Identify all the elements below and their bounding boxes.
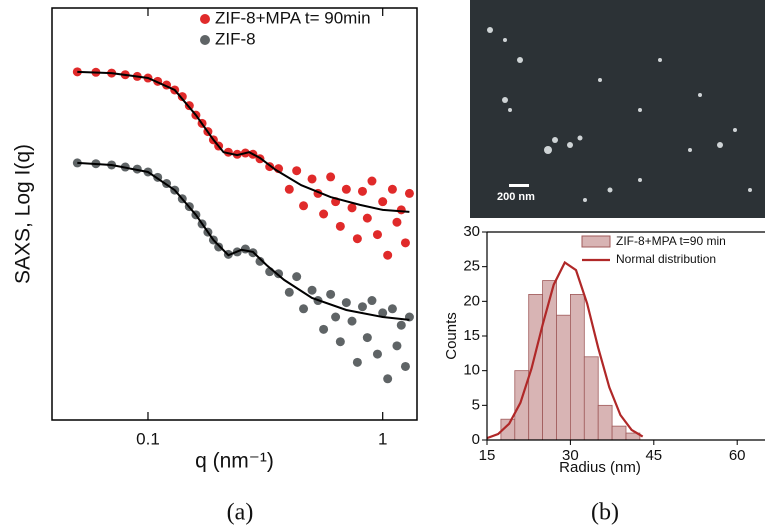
x-tick-label: 1 xyxy=(378,429,387,448)
plot-frame xyxy=(51,7,418,421)
data-point xyxy=(347,316,357,326)
histogram-bar xyxy=(556,314,571,441)
fit-line xyxy=(77,70,410,213)
legend-marker xyxy=(200,35,210,45)
x-tick-label: 15 xyxy=(479,447,496,464)
data-point xyxy=(387,304,397,314)
data-point xyxy=(404,188,414,198)
y-tick-label: 10 xyxy=(463,362,480,379)
histogram-bar xyxy=(597,404,613,441)
histogram-bar xyxy=(542,280,557,441)
data-point xyxy=(372,349,382,359)
data-point xyxy=(177,92,187,102)
sem-background xyxy=(470,0,765,218)
data-point xyxy=(331,312,341,322)
fit-line xyxy=(77,161,410,321)
data-point xyxy=(347,203,357,213)
y-tick-label: 30 xyxy=(463,223,480,240)
data-point xyxy=(299,201,309,211)
data-point xyxy=(372,230,382,240)
data-point xyxy=(378,308,388,318)
y-axis-label: SAXS, Log I(q) xyxy=(12,144,35,284)
data-point xyxy=(299,304,309,314)
x-axis-label: q (nm⁻¹) xyxy=(195,450,274,473)
legend-label: ZIF-8 xyxy=(215,29,256,48)
data-point xyxy=(341,298,351,308)
legend-marker xyxy=(200,14,210,24)
data-point xyxy=(255,256,265,266)
data-point xyxy=(335,337,345,347)
data-point xyxy=(400,361,410,371)
x-tick-label: 45 xyxy=(645,447,662,464)
y-tick-label: 15 xyxy=(463,327,480,344)
x-tick-label: 0.1 xyxy=(136,429,160,448)
data-point xyxy=(284,287,294,297)
data-point xyxy=(367,176,377,186)
histogram-bar xyxy=(611,425,627,441)
data-point xyxy=(307,174,317,184)
legend-label: ZIF-8+MPA t= 90min xyxy=(215,8,371,27)
data-point xyxy=(357,186,367,196)
data-point xyxy=(214,242,224,252)
histogram-bar xyxy=(570,293,585,441)
data-point xyxy=(400,238,410,248)
y-tick-label: 20 xyxy=(463,292,480,309)
sem-image: 200 nm xyxy=(470,0,765,218)
legend-label: ZIF-8+MPA t=90 min xyxy=(616,234,726,248)
data-point xyxy=(392,217,402,227)
data-point xyxy=(396,320,406,330)
data-point xyxy=(319,209,329,219)
data-point xyxy=(292,166,302,176)
x-tick-label: 30 xyxy=(562,447,579,464)
data-point xyxy=(387,184,397,194)
data-point xyxy=(352,234,362,244)
data-point xyxy=(335,221,345,231)
panel-label: (b) xyxy=(591,500,619,526)
data-point xyxy=(396,205,406,215)
data-point xyxy=(292,272,302,282)
data-point xyxy=(326,172,336,182)
data-point xyxy=(383,374,393,384)
data-point xyxy=(367,296,377,306)
y-tick-label: 25 xyxy=(463,258,480,275)
y-tick-label: 5 xyxy=(472,396,480,413)
data-point xyxy=(357,302,367,312)
data-point xyxy=(326,289,336,299)
legend-patch xyxy=(581,235,611,248)
data-point xyxy=(319,324,329,334)
y-tick-label: 0 xyxy=(472,431,480,448)
x-axis-label: Radius (nm) xyxy=(559,459,641,476)
scale-bar xyxy=(509,184,529,187)
panel-label: (a) xyxy=(227,500,254,526)
data-point xyxy=(383,250,393,260)
x-tick-label: 60 xyxy=(729,447,746,464)
data-point xyxy=(284,184,294,194)
data-point xyxy=(378,197,388,207)
y-axis-label: Counts xyxy=(443,312,460,360)
data-point xyxy=(307,285,317,295)
data-point xyxy=(392,341,402,351)
data-point xyxy=(362,213,372,223)
data-point xyxy=(362,333,372,343)
data-point xyxy=(352,357,362,367)
distribution-curve xyxy=(486,260,644,440)
scale-bar-label: 200 nm xyxy=(497,191,535,203)
legend-label: Normal distribution xyxy=(616,252,716,266)
histogram-bar xyxy=(583,356,599,441)
data-point xyxy=(341,184,351,194)
sem-particles xyxy=(487,27,752,202)
